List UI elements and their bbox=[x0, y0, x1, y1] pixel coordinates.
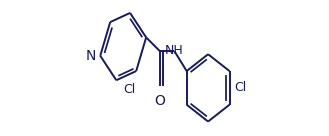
Text: NH: NH bbox=[165, 44, 184, 57]
Text: Cl: Cl bbox=[123, 83, 136, 96]
Text: N: N bbox=[86, 49, 96, 63]
Text: Cl: Cl bbox=[234, 81, 246, 94]
Text: O: O bbox=[155, 94, 165, 108]
